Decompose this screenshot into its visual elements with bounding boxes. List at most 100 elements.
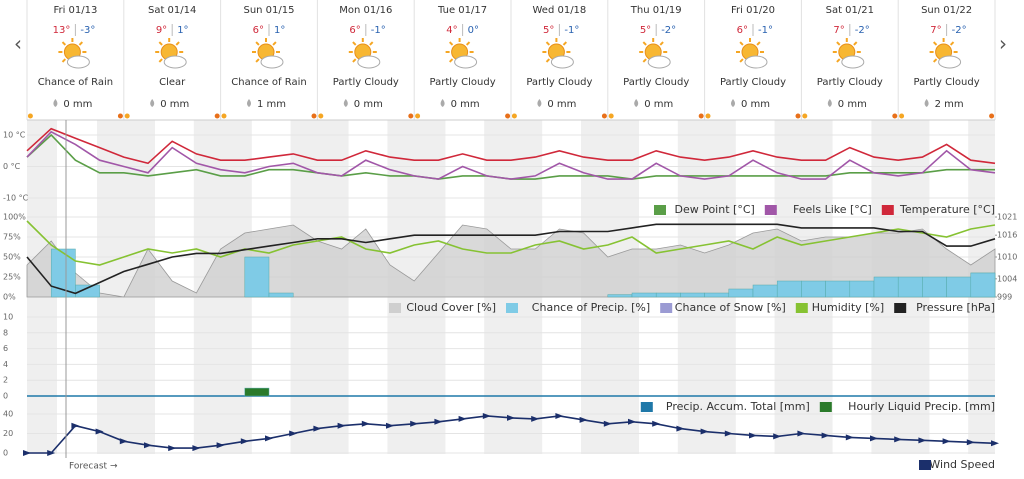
wind-marker [240, 438, 249, 445]
legend-swatch [654, 205, 666, 215]
series-bar [922, 276, 947, 298]
wind-marker [991, 440, 999, 447]
sun-ray [853, 41, 858, 46]
precip-amount: 0 mm [741, 99, 770, 110]
series-bar [607, 294, 633, 298]
low-temp: -1° [564, 25, 579, 36]
legend-swatch [764, 205, 777, 215]
high-temp: 9° [156, 25, 167, 36]
sun-ray [158, 41, 163, 46]
low-temp: -2° [855, 25, 870, 36]
drop-icon [150, 99, 155, 107]
y2-tick-label: 1004 [997, 274, 1017, 283]
weather-icon [445, 38, 478, 69]
series-line [26, 223, 996, 295]
series-bar [897, 276, 923, 298]
legend-label: Cloud Cover [%] [406, 301, 496, 314]
wind-marker [337, 422, 346, 429]
sunset [989, 113, 995, 119]
day-label: Sat 01/21 [826, 5, 874, 16]
precip-amount: 0 mm [644, 99, 673, 110]
weather-icon [832, 38, 865, 69]
sun-ray [756, 41, 761, 46]
y-tick-label: 20 [3, 429, 13, 438]
legend-label: Pressure [hPa] [916, 301, 995, 314]
cloud [744, 55, 768, 69]
series-bar [631, 292, 657, 298]
y-tick-label: 2 [3, 376, 8, 385]
y2-tick-label: 999 [997, 293, 1012, 302]
condition: Chance of Rain [231, 77, 306, 88]
wind-marker [434, 418, 443, 425]
precip-amount: 0 mm [354, 99, 383, 110]
precip-amount: 2 mm [935, 99, 964, 110]
sun-ray [61, 58, 67, 63]
condition: Partly Cloudy [623, 77, 689, 88]
condition: Chance of Rain [38, 77, 113, 88]
wind-marker [700, 428, 709, 435]
wind-marker [676, 425, 685, 432]
next-arrow[interactable]: › [999, 32, 1007, 56]
legend-label: Feels Like [°C] [793, 203, 872, 216]
low-temp: -3° [80, 25, 95, 36]
wind-marker [507, 414, 515, 421]
high-temp: 6° [349, 25, 360, 36]
sunrise [221, 113, 227, 119]
series-bar [244, 387, 270, 397]
weather-icon [736, 38, 768, 69]
series-bar [970, 272, 996, 298]
wind-marker [966, 439, 975, 446]
sunrise [899, 113, 905, 119]
y-tick-label: 0 [3, 392, 8, 401]
cloud [647, 55, 671, 69]
legend-swatch [506, 303, 518, 313]
condition: Partly Cloudy [333, 77, 399, 88]
low-temp: -2° [952, 25, 967, 36]
low-temp: 0° [468, 25, 479, 36]
sunset [795, 113, 801, 119]
wind-marker [724, 430, 733, 437]
sunset [408, 113, 414, 119]
legend-label: Precip. Accum. Total [mm] [666, 400, 810, 413]
wind-marker [773, 433, 782, 440]
cloud [66, 55, 90, 69]
sunset [505, 113, 511, 119]
wind-marker [265, 435, 273, 442]
y-tick-label: 25% [3, 273, 21, 282]
sunset [311, 113, 317, 119]
cloud [841, 55, 865, 69]
sunset [892, 113, 898, 119]
precip-amount: 0 mm [451, 99, 480, 110]
wind-marker [47, 450, 56, 456]
day-label: Mon 01/16 [339, 5, 392, 16]
y-tick-label: 100% [3, 213, 26, 222]
wind-marker [845, 434, 854, 441]
y-tick-label: 40 [3, 410, 13, 419]
series-bar [825, 280, 851, 298]
wind-marker [410, 420, 419, 427]
sun-ray [932, 58, 938, 63]
sunset [601, 113, 607, 119]
legend-label: Temperature [°C] [899, 203, 995, 216]
prev-arrow[interactable]: ‹ [14, 32, 22, 56]
weather-icon [348, 38, 381, 69]
day-label: Sun 01/22 [921, 5, 972, 16]
series-bar [244, 256, 270, 298]
legend-label: Chance of Snow [%] [675, 301, 786, 314]
sun-ray [78, 41, 84, 46]
sun-ray [255, 58, 260, 63]
sun-ray [175, 41, 180, 46]
wind-marker [628, 418, 636, 425]
y-tick-label: 0 [3, 449, 8, 458]
high-temp: 5° [640, 25, 651, 36]
sun-ray [255, 41, 260, 46]
wind-marker [313, 425, 322, 432]
y-tick-label: -10 °C [3, 194, 29, 203]
y-tick-label: 0% [3, 293, 16, 302]
y-tick-label: 4 [3, 360, 8, 369]
sunset [117, 113, 123, 119]
sun-ray [659, 41, 664, 46]
legend-swatch [881, 205, 894, 215]
condition: Partly Cloudy [720, 77, 786, 88]
series-bar [268, 292, 294, 298]
